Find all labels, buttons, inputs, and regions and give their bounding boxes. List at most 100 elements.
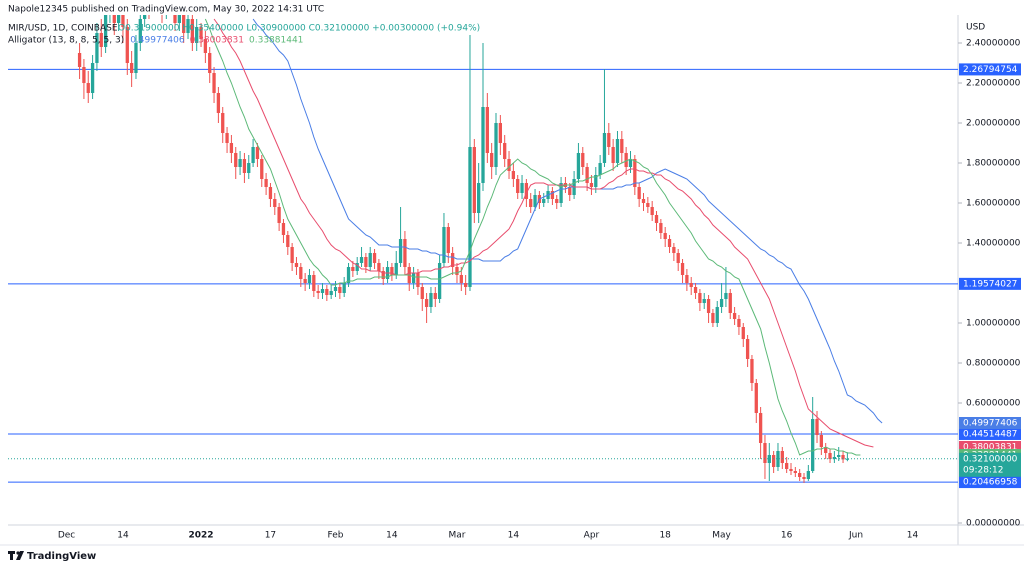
candle-body <box>355 263 359 271</box>
candle-body <box>390 267 394 275</box>
candle-body <box>433 293 437 299</box>
alligator-line <box>252 18 883 424</box>
level-tag: 0.44514487 <box>963 429 1017 439</box>
candle-body <box>368 253 372 267</box>
candle-body <box>828 453 832 459</box>
level-tag: 1.19574027 <box>963 279 1017 289</box>
candle-body <box>208 53 212 73</box>
candle-body <box>481 107 485 183</box>
y-tick-label: 0.60000000 <box>966 399 1021 409</box>
level-tag-bg <box>959 427 1021 440</box>
candle-body <box>464 283 468 287</box>
candle-body <box>503 143 507 159</box>
candle-body <box>641 199 646 203</box>
candle-body <box>182 15 186 33</box>
x-tick-label: Feb <box>328 531 344 541</box>
candle-body <box>615 139 620 163</box>
candle-body <box>351 267 355 271</box>
candle-body <box>411 273 416 283</box>
candle-body <box>234 153 238 167</box>
candle-body <box>785 463 789 469</box>
candle-body <box>251 147 255 163</box>
candle-body <box>116 15 121 23</box>
candle-body <box>702 299 706 303</box>
candle-body <box>758 413 763 443</box>
candle-body <box>633 159 637 187</box>
y-tick-label: 2.00000000 <box>966 119 1021 129</box>
candle-body <box>689 283 693 287</box>
legend-values: O0.31900000 H0.35400000 L0.30900000 C0.3… <box>118 24 480 34</box>
candle-body <box>442 227 446 263</box>
candle-body <box>737 319 741 327</box>
y-tick-label: 0.80000000 <box>966 359 1021 369</box>
candle-body <box>372 253 377 263</box>
candle-body <box>832 457 837 459</box>
candle-body <box>225 133 229 143</box>
plot-area <box>8 15 958 483</box>
candle-body <box>507 159 511 171</box>
candle-body <box>706 299 711 313</box>
candle-body <box>598 163 602 175</box>
candle-body <box>429 293 433 307</box>
candle-body <box>303 279 307 283</box>
legend-symbol: MIR/USD, 1D, COINBASE <box>8 24 118 34</box>
candle-body <box>299 267 303 279</box>
candle-body <box>511 171 516 179</box>
y-tick-label: 1.80000000 <box>966 159 1021 169</box>
candle-body <box>659 223 663 233</box>
candle-body <box>607 133 611 147</box>
candle-body <box>381 271 385 279</box>
x-tick-label: 14 <box>508 531 520 541</box>
candle-body <box>819 435 824 447</box>
candle-body <box>798 473 802 477</box>
y-tick-label: 1.40000000 <box>966 239 1021 249</box>
candle-body <box>719 299 724 307</box>
candle-body <box>316 291 320 293</box>
candle-body <box>637 187 641 199</box>
candle-body <box>494 123 498 167</box>
candle-body <box>416 273 420 287</box>
candle-body <box>520 183 524 193</box>
candle-body <box>793 471 797 473</box>
candle-body <box>693 287 698 293</box>
candle-body <box>186 19 190 33</box>
candle-body <box>555 199 559 203</box>
candle-body <box>238 159 242 167</box>
candle-body <box>446 227 450 253</box>
candle-body <box>824 447 828 453</box>
x-tick-label: 2022 <box>189 531 214 541</box>
candle-body <box>338 287 342 293</box>
candle-body <box>542 199 546 203</box>
indicator-tag: 0.49977406 <box>963 419 1018 429</box>
candle-body <box>477 183 481 213</box>
candle-body <box>125 27 129 63</box>
candle-body <box>459 275 463 283</box>
candle-body <box>715 307 719 323</box>
candle-body <box>277 207 281 223</box>
candle-body <box>676 253 680 263</box>
candle-body <box>273 199 277 207</box>
candle-body <box>229 143 234 153</box>
candle-body <box>455 267 459 275</box>
candle-body <box>268 187 273 199</box>
candle-body <box>142 15 147 19</box>
x-tick-label: Dec <box>58 531 75 541</box>
candle-body <box>450 253 455 267</box>
axis-unit: USD <box>966 23 985 33</box>
candle-body <box>568 187 572 195</box>
candle-body <box>320 289 325 293</box>
x-tick-label: 16 <box>781 531 793 541</box>
level-tag: 2.26794754 <box>963 65 1018 75</box>
candle-body <box>711 313 715 323</box>
candle-body <box>585 167 589 183</box>
candle-body <box>260 159 264 179</box>
indicator-legend-value: 0.33881441 <box>249 36 303 46</box>
x-tick-label: 14 <box>907 531 919 541</box>
x-tick-label: 14 <box>117 531 129 541</box>
indicator-tag: 0.38003831 <box>963 443 1017 453</box>
candle-body <box>498 123 502 143</box>
candle-body <box>732 313 737 319</box>
candle-body <box>216 93 221 113</box>
x-tick-label: Apr <box>584 531 600 541</box>
